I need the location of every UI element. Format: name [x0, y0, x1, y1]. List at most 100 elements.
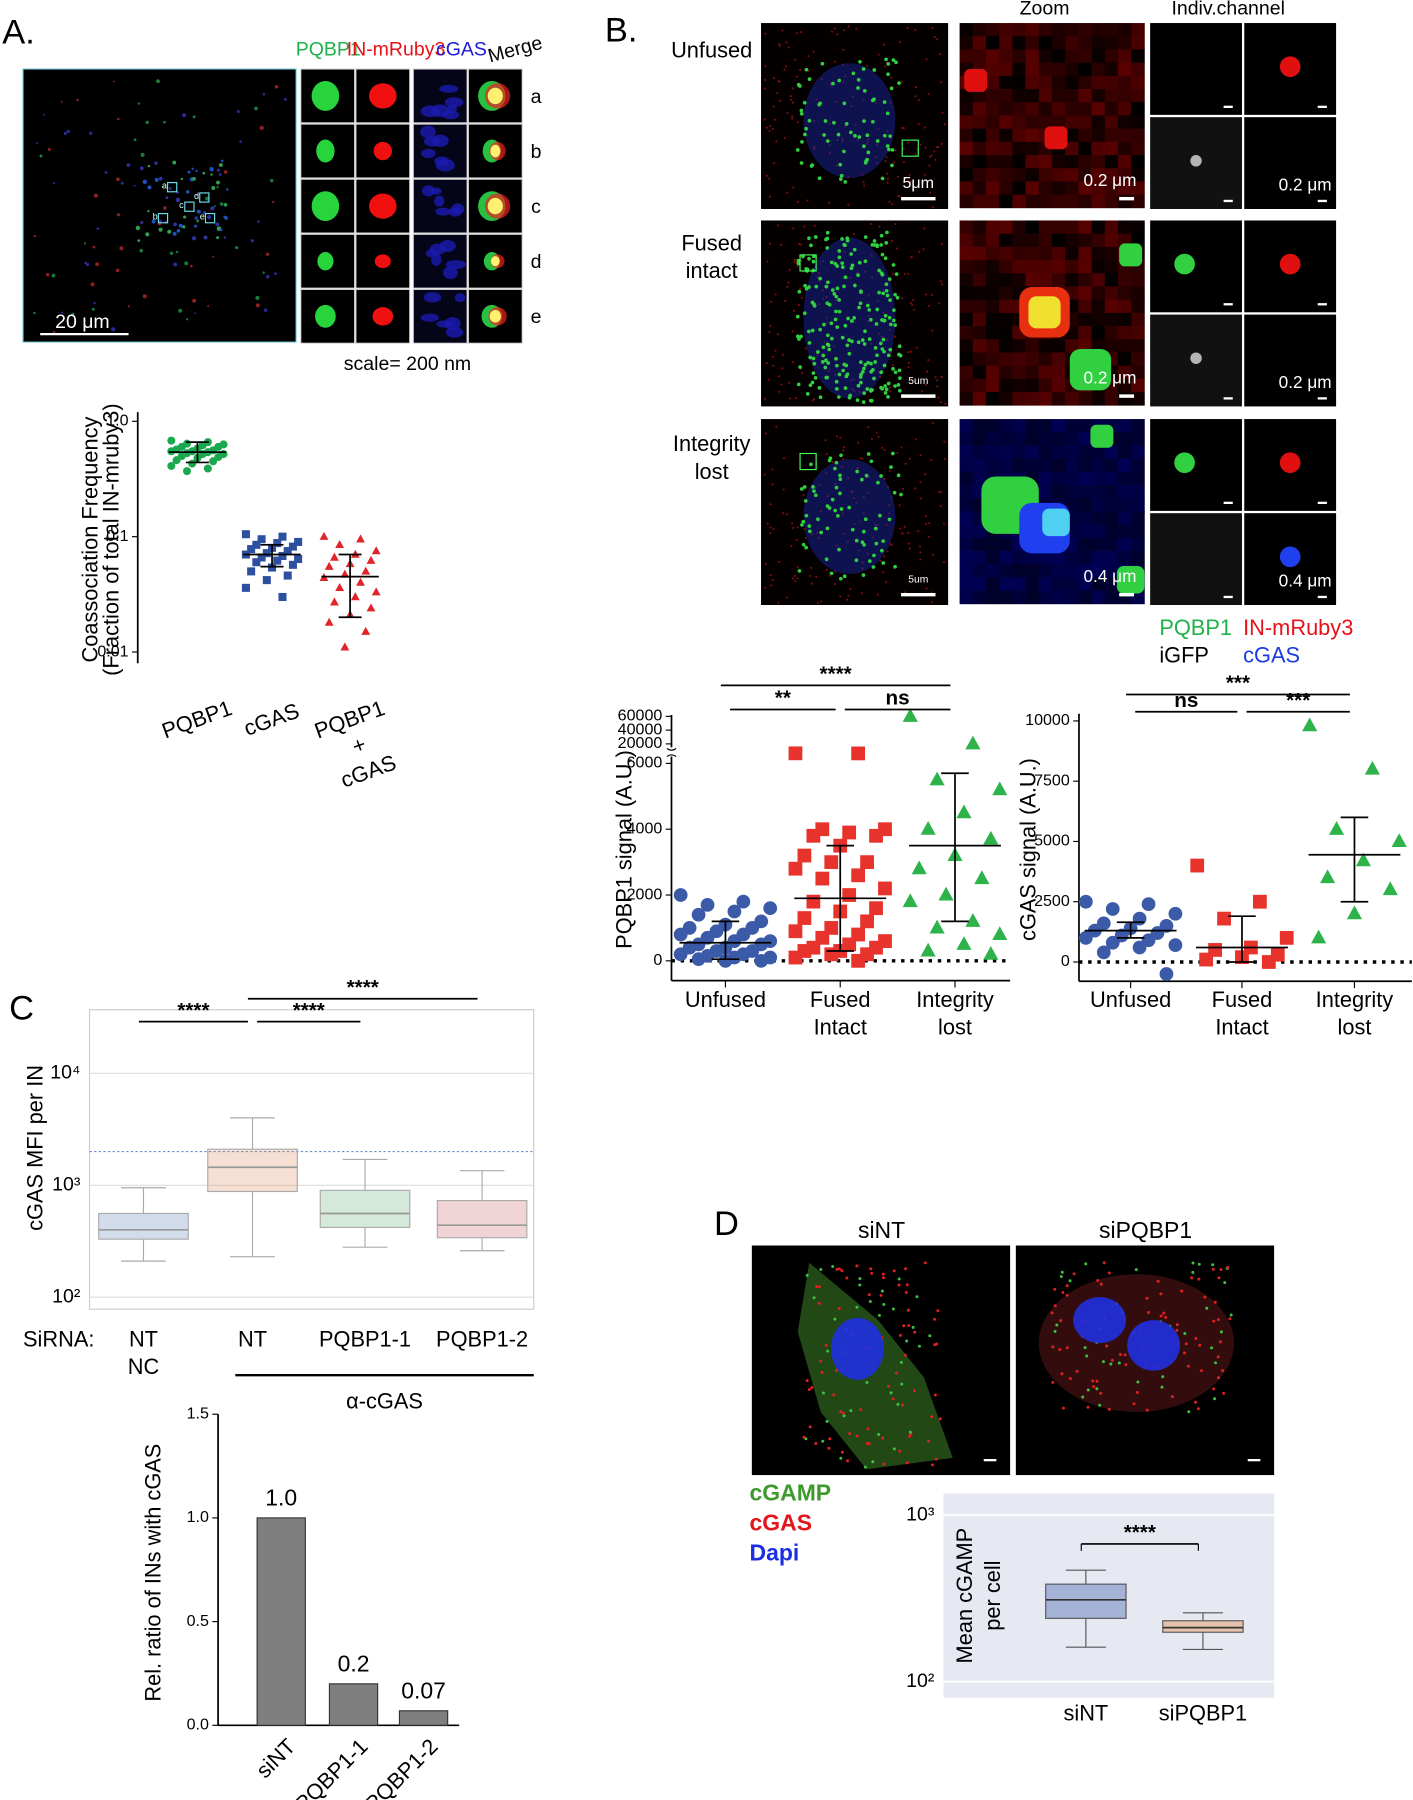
speckle — [867, 308, 872, 312]
pixel — [986, 445, 1000, 459]
pixel — [1065, 498, 1079, 512]
speckle — [910, 350, 912, 353]
speckle — [221, 159, 224, 163]
speckle — [866, 1427, 870, 1431]
speckle — [1162, 1311, 1166, 1315]
pixel — [1065, 194, 1079, 209]
speckle — [891, 239, 894, 242]
pixel — [1025, 62, 1040, 77]
y-tick-label: 0.5 — [187, 1612, 209, 1630]
speckle — [902, 147, 905, 150]
speckle — [793, 260, 796, 263]
speckle — [1081, 1395, 1085, 1399]
speckle — [807, 285, 811, 289]
data-point — [902, 708, 918, 722]
speckle — [881, 561, 886, 565]
speckle — [915, 346, 918, 349]
speckle — [1095, 1379, 1099, 1383]
channel-label: IN-mRuby3 — [347, 39, 446, 61]
speckle — [154, 177, 159, 182]
speckle — [882, 1276, 886, 1280]
y-tick-label: 1.0 — [106, 412, 128, 430]
pixel — [999, 392, 1013, 406]
speckle — [885, 580, 888, 583]
speckle — [807, 118, 812, 123]
speckle — [828, 574, 831, 577]
speckle — [887, 486, 889, 489]
significance-label: **** — [1124, 1521, 1157, 1544]
speckle — [224, 216, 228, 220]
speckle — [775, 140, 778, 143]
data-point — [278, 592, 287, 601]
speckle — [901, 1403, 905, 1407]
pixel — [1012, 458, 1026, 473]
pixel — [1131, 445, 1145, 459]
speckle — [1219, 1330, 1223, 1334]
speckle — [891, 367, 895, 371]
pixel — [1025, 419, 1040, 433]
speckle — [1099, 1391, 1103, 1395]
speckle — [884, 288, 889, 293]
speckle — [904, 1267, 908, 1271]
speckle — [799, 487, 804, 491]
pixel — [972, 537, 987, 552]
speckle — [850, 379, 853, 382]
speckle — [896, 452, 899, 454]
pixel — [1091, 260, 1106, 274]
speckle — [807, 1388, 811, 1392]
speckle — [820, 510, 822, 513]
speckle — [818, 303, 820, 306]
speckle — [876, 524, 879, 527]
speckle — [870, 343, 873, 345]
pixel — [1091, 141, 1106, 156]
pixel — [1025, 89, 1040, 103]
speckle — [843, 532, 846, 535]
pixel — [959, 445, 974, 459]
speckle — [836, 132, 841, 137]
pixel — [1052, 352, 1066, 367]
pixel — [1052, 233, 1066, 248]
pixel — [986, 128, 1000, 143]
speckle — [173, 222, 177, 227]
data-point — [361, 626, 371, 635]
speckle — [869, 398, 874, 403]
pixel — [1118, 128, 1132, 143]
data-point — [797, 911, 812, 925]
speckle — [792, 101, 794, 104]
speckle — [875, 156, 878, 158]
speckle — [923, 227, 926, 230]
speckle — [209, 166, 214, 172]
legend-entry: cGAS — [1243, 642, 1300, 667]
speckle — [145, 120, 149, 125]
speckle — [1190, 1276, 1194, 1280]
speckle — [938, 490, 940, 493]
speckle — [931, 553, 934, 556]
speckle — [818, 279, 821, 282]
speckle — [897, 388, 902, 393]
speckle — [1186, 1364, 1190, 1368]
row-label: e — [531, 306, 542, 328]
speckle — [932, 206, 934, 209]
speckle — [883, 256, 888, 261]
speckle — [877, 435, 880, 438]
speckle — [940, 81, 943, 83]
speckle — [250, 239, 255, 243]
roi-box — [799, 254, 817, 272]
speckle — [928, 305, 930, 307]
zoom-tile — [467, 178, 523, 234]
speckle — [821, 345, 826, 350]
speckle — [898, 376, 902, 380]
pixel — [1118, 89, 1132, 103]
speckle — [859, 1408, 863, 1412]
speckle — [95, 262, 100, 267]
x-tick-label: siNT — [251, 1734, 300, 1783]
speckle — [764, 79, 767, 81]
x-tick-label: siNT — [1063, 1701, 1108, 1726]
speckle — [1211, 1263, 1215, 1267]
speckle — [829, 260, 834, 265]
pixel — [1091, 49, 1106, 63]
pixel — [1104, 577, 1119, 591]
scale-label: 5μm — [903, 174, 935, 192]
speckle — [1175, 1328, 1179, 1332]
pixel — [1065, 564, 1079, 578]
